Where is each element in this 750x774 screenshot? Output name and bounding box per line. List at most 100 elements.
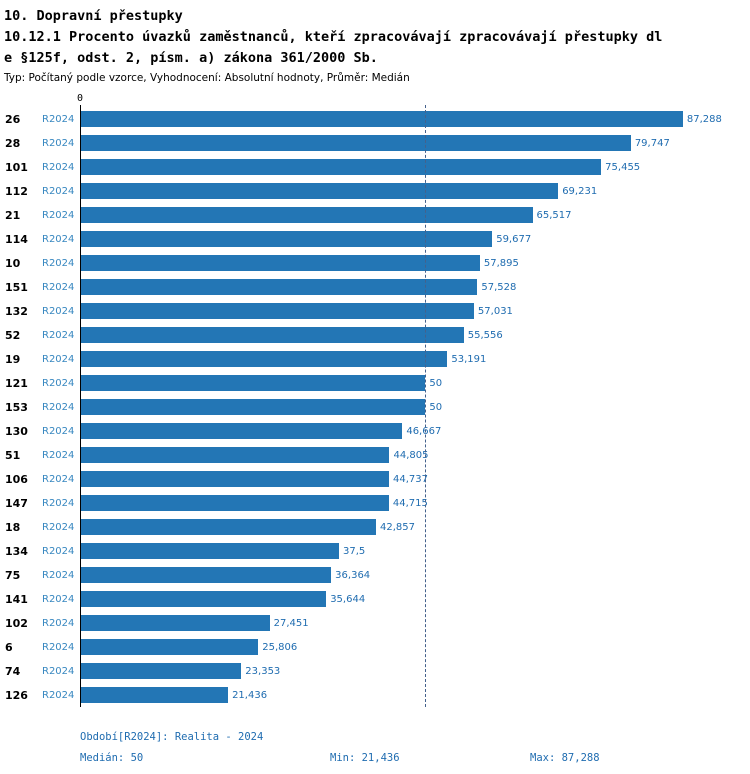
chart-subtitle-line1: 10.12.1 Procento úvazků zaměstnanců, kte… — [4, 29, 663, 45]
chart-subtitle-line2: e §125f, odst. 2, písm. a) zákona 361/20… — [4, 50, 378, 66]
row-period-label: R2024 — [42, 353, 75, 365]
row-bar-area: 23,353 — [80, 663, 750, 679]
row-bar-area: 57,895 — [80, 255, 750, 271]
row-period-label: R2024 — [42, 185, 75, 197]
bar-value-label: 65,517 — [536, 209, 572, 221]
row-bar-area: 57,031 — [80, 303, 750, 319]
row-bar-area: 65,517 — [80, 207, 750, 223]
bar-value-label: 21,436 — [232, 689, 268, 701]
row-period-label: R2024 — [42, 641, 75, 653]
bar-value-label: 57,031 — [477, 305, 513, 317]
chart-row: 151 R2024 57,528 — [0, 275, 750, 299]
bar — [80, 159, 602, 175]
row-period-label: R2024 — [42, 497, 75, 509]
chart-meta: Typ: Počítaný podle vzorce, Vyhodnocení:… — [4, 72, 410, 84]
x-axis-zero-label: 0 — [76, 93, 84, 104]
bar-value-label: 59,677 — [496, 233, 532, 245]
chart-row: 121 R2024 50 — [0, 371, 750, 395]
bar — [80, 399, 426, 415]
row-bar-area: 27,451 — [80, 615, 750, 631]
row-bar-area: 79,747 — [80, 135, 750, 151]
chart-row: 130 R2024 46,667 — [0, 419, 750, 443]
row-bar-area: 50 — [80, 399, 750, 415]
bar-value-label: 23,353 — [245, 665, 281, 677]
row-period-label: R2024 — [42, 281, 75, 293]
bar-value-label: 44,805 — [393, 449, 429, 461]
bar — [80, 183, 559, 199]
chart-row: 52 R2024 55,556 — [0, 323, 750, 347]
row-category-label: 126 — [5, 688, 28, 702]
bar-value-label: 87,288 — [686, 113, 722, 125]
chart-row: 153 R2024 50 — [0, 395, 750, 419]
bar — [80, 303, 474, 319]
row-bar-area: 59,677 — [80, 231, 750, 247]
bar — [80, 615, 270, 631]
row-category-label: 121 — [5, 376, 28, 390]
bar — [80, 543, 340, 559]
row-category-label: 153 — [5, 400, 28, 414]
bar — [80, 471, 389, 487]
row-bar-area: 55,556 — [80, 327, 750, 343]
chart-row: 6 R2024 25,806 — [0, 635, 750, 659]
row-category-label: 114 — [5, 232, 28, 246]
bar — [80, 207, 533, 223]
footer-median: Medián: 50 — [80, 752, 144, 764]
bar-value-label: 27,451 — [273, 617, 309, 629]
row-period-label: R2024 — [42, 689, 75, 701]
footer-max: Max: 87,288 — [530, 752, 600, 764]
bar-value-label: 50 — [429, 401, 443, 413]
bar-value-label: 42,857 — [380, 521, 416, 533]
row-category-label: 106 — [5, 472, 28, 486]
bar — [80, 639, 259, 655]
row-bar-area: 69,231 — [80, 183, 750, 199]
row-period-label: R2024 — [42, 113, 75, 125]
row-category-label: 18 — [5, 520, 21, 534]
chart-row: 74 R2024 23,353 — [0, 659, 750, 683]
row-category-label: 26 — [5, 112, 21, 126]
row-period-label: R2024 — [42, 593, 75, 605]
row-category-label: 101 — [5, 160, 28, 174]
row-period-label: R2024 — [42, 617, 75, 629]
bar — [80, 135, 631, 151]
row-category-label: 130 — [5, 424, 28, 438]
row-category-label: 28 — [5, 136, 21, 150]
row-category-label: 6 — [5, 640, 13, 654]
row-period-label: R2024 — [42, 473, 75, 485]
bar-value-label: 35,644 — [330, 593, 366, 605]
row-bar-area: 75,455 — [80, 159, 750, 175]
row-bar-area: 50 — [80, 375, 750, 391]
chart-footer: Období[R2024]: Realita - 2024 Medián: 50… — [0, 731, 750, 766]
footer-stats: Medián: 50 Min: 21,436 Max: 87,288 — [0, 752, 750, 766]
chart-row: 75 R2024 36,364 — [0, 563, 750, 587]
row-period-label: R2024 — [42, 377, 75, 389]
bar — [80, 663, 242, 679]
row-period-label: R2024 — [42, 521, 75, 533]
row-period-label: R2024 — [42, 329, 75, 341]
row-category-label: 151 — [5, 280, 28, 294]
bar — [80, 255, 480, 271]
chart-row: 101 R2024 75,455 — [0, 155, 750, 179]
median-line — [425, 105, 427, 707]
chart-rows: 26 R2024 87,288 28 R2024 79,747 101 R2024 75,455… — [0, 107, 750, 707]
bar-value-label: 53,191 — [451, 353, 487, 365]
bar-value-label: 37,5 — [343, 545, 366, 557]
bar — [80, 351, 448, 367]
row-category-label: 132 — [5, 304, 28, 318]
y-axis-line — [80, 105, 81, 707]
row-category-label: 102 — [5, 616, 28, 630]
bar-value-label: 44,737 — [393, 473, 428, 485]
row-bar-area: 46,667 — [80, 423, 750, 439]
row-bar-area: 35,644 — [80, 591, 750, 607]
row-category-label: 51 — [5, 448, 21, 462]
row-bar-area: 87,288 — [80, 111, 750, 127]
bar-value-label: 44,715 — [392, 497, 428, 509]
chart-row: 18 R2024 42,857 — [0, 515, 750, 539]
row-bar-area: 53,191 — [80, 351, 750, 367]
chart-title: 10. Dopravní přestupky — [4, 8, 183, 24]
row-bar-area: 44,715 — [80, 495, 750, 511]
row-bar-area: 37,5 — [80, 543, 750, 559]
chart-row: 134 R2024 37,5 — [0, 539, 750, 563]
bar-value-label: 75,455 — [605, 161, 641, 173]
row-bar-area: 57,528 — [80, 279, 750, 295]
